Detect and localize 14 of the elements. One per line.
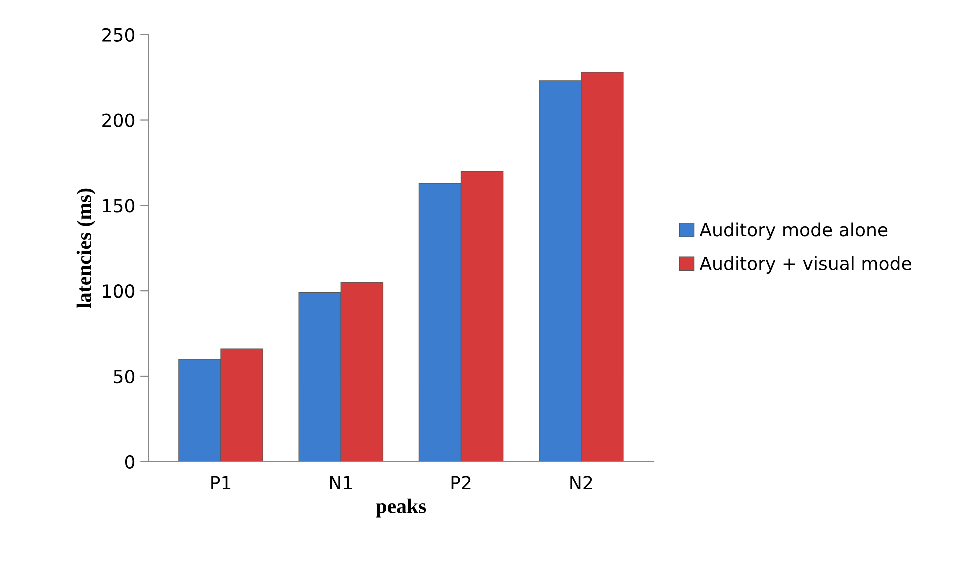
x-tick-label: N1 — [330, 476, 352, 490]
y-tick-label: 0 — [125, 455, 135, 470]
y-tick-label: 250 — [102, 28, 135, 42]
y-tick-label: 50 — [114, 370, 135, 384]
legend-label: Auditory + visual mode — [700, 256, 912, 274]
x-axis-title: peaks — [376, 498, 426, 518]
legend-label: Auditory mode alone — [700, 222, 888, 240]
x-tick-label: N2 — [570, 476, 592, 490]
y-axis-title: latencies (ms) — [76, 188, 96, 308]
y-tick-label: 100 — [103, 284, 135, 298]
y-tick-label: 150 — [103, 199, 135, 213]
y-tick-label: 200 — [102, 114, 135, 128]
x-tick-label: P2 — [452, 476, 471, 490]
x-tick-label: P1 — [212, 476, 231, 490]
